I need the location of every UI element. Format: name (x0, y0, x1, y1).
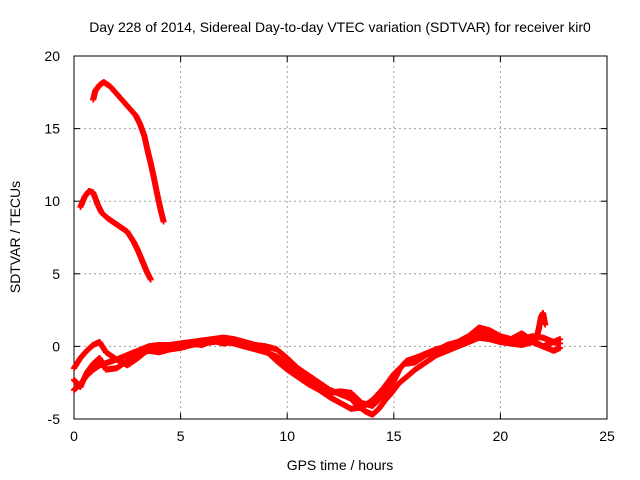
x-tick-label: 0 (70, 428, 78, 444)
series-arc-high (90, 79, 167, 225)
grid (74, 56, 607, 419)
y-axis-label: SDTVAR / TECUs (7, 181, 23, 293)
x-tick-label: 15 (386, 428, 402, 444)
series-baseline-c (71, 324, 564, 412)
chart-title: Day 228 of 2014, Sidereal Day-to-day VTE… (89, 19, 591, 35)
x-tick-label: 5 (177, 428, 185, 444)
x-tick-label: 10 (279, 428, 295, 444)
series-spike-22h (533, 310, 549, 341)
x-tick-label: 20 (493, 428, 509, 444)
y-tick-label: 15 (44, 121, 60, 137)
y-tick-label: -5 (48, 411, 61, 427)
data-points (71, 79, 564, 418)
x-axis-label: GPS time / hours (287, 457, 394, 473)
series-baseline-a (71, 334, 564, 418)
y-tick-label: 10 (44, 193, 60, 209)
axis-ticks: 0 5 10 15 20 25 -5 0 5 10 15 20 (44, 48, 615, 444)
data-point (542, 321, 549, 328)
plot-frame (73, 55, 608, 420)
data-point (147, 276, 154, 283)
data-point (557, 336, 564, 343)
x-tick-label: 25 (599, 428, 615, 444)
y-tick-label: 20 (44, 48, 60, 64)
series-arc-mid (77, 188, 154, 283)
data-point (160, 218, 167, 225)
y-tick-label: 5 (52, 266, 60, 282)
y-tick-label: 0 (52, 338, 60, 354)
